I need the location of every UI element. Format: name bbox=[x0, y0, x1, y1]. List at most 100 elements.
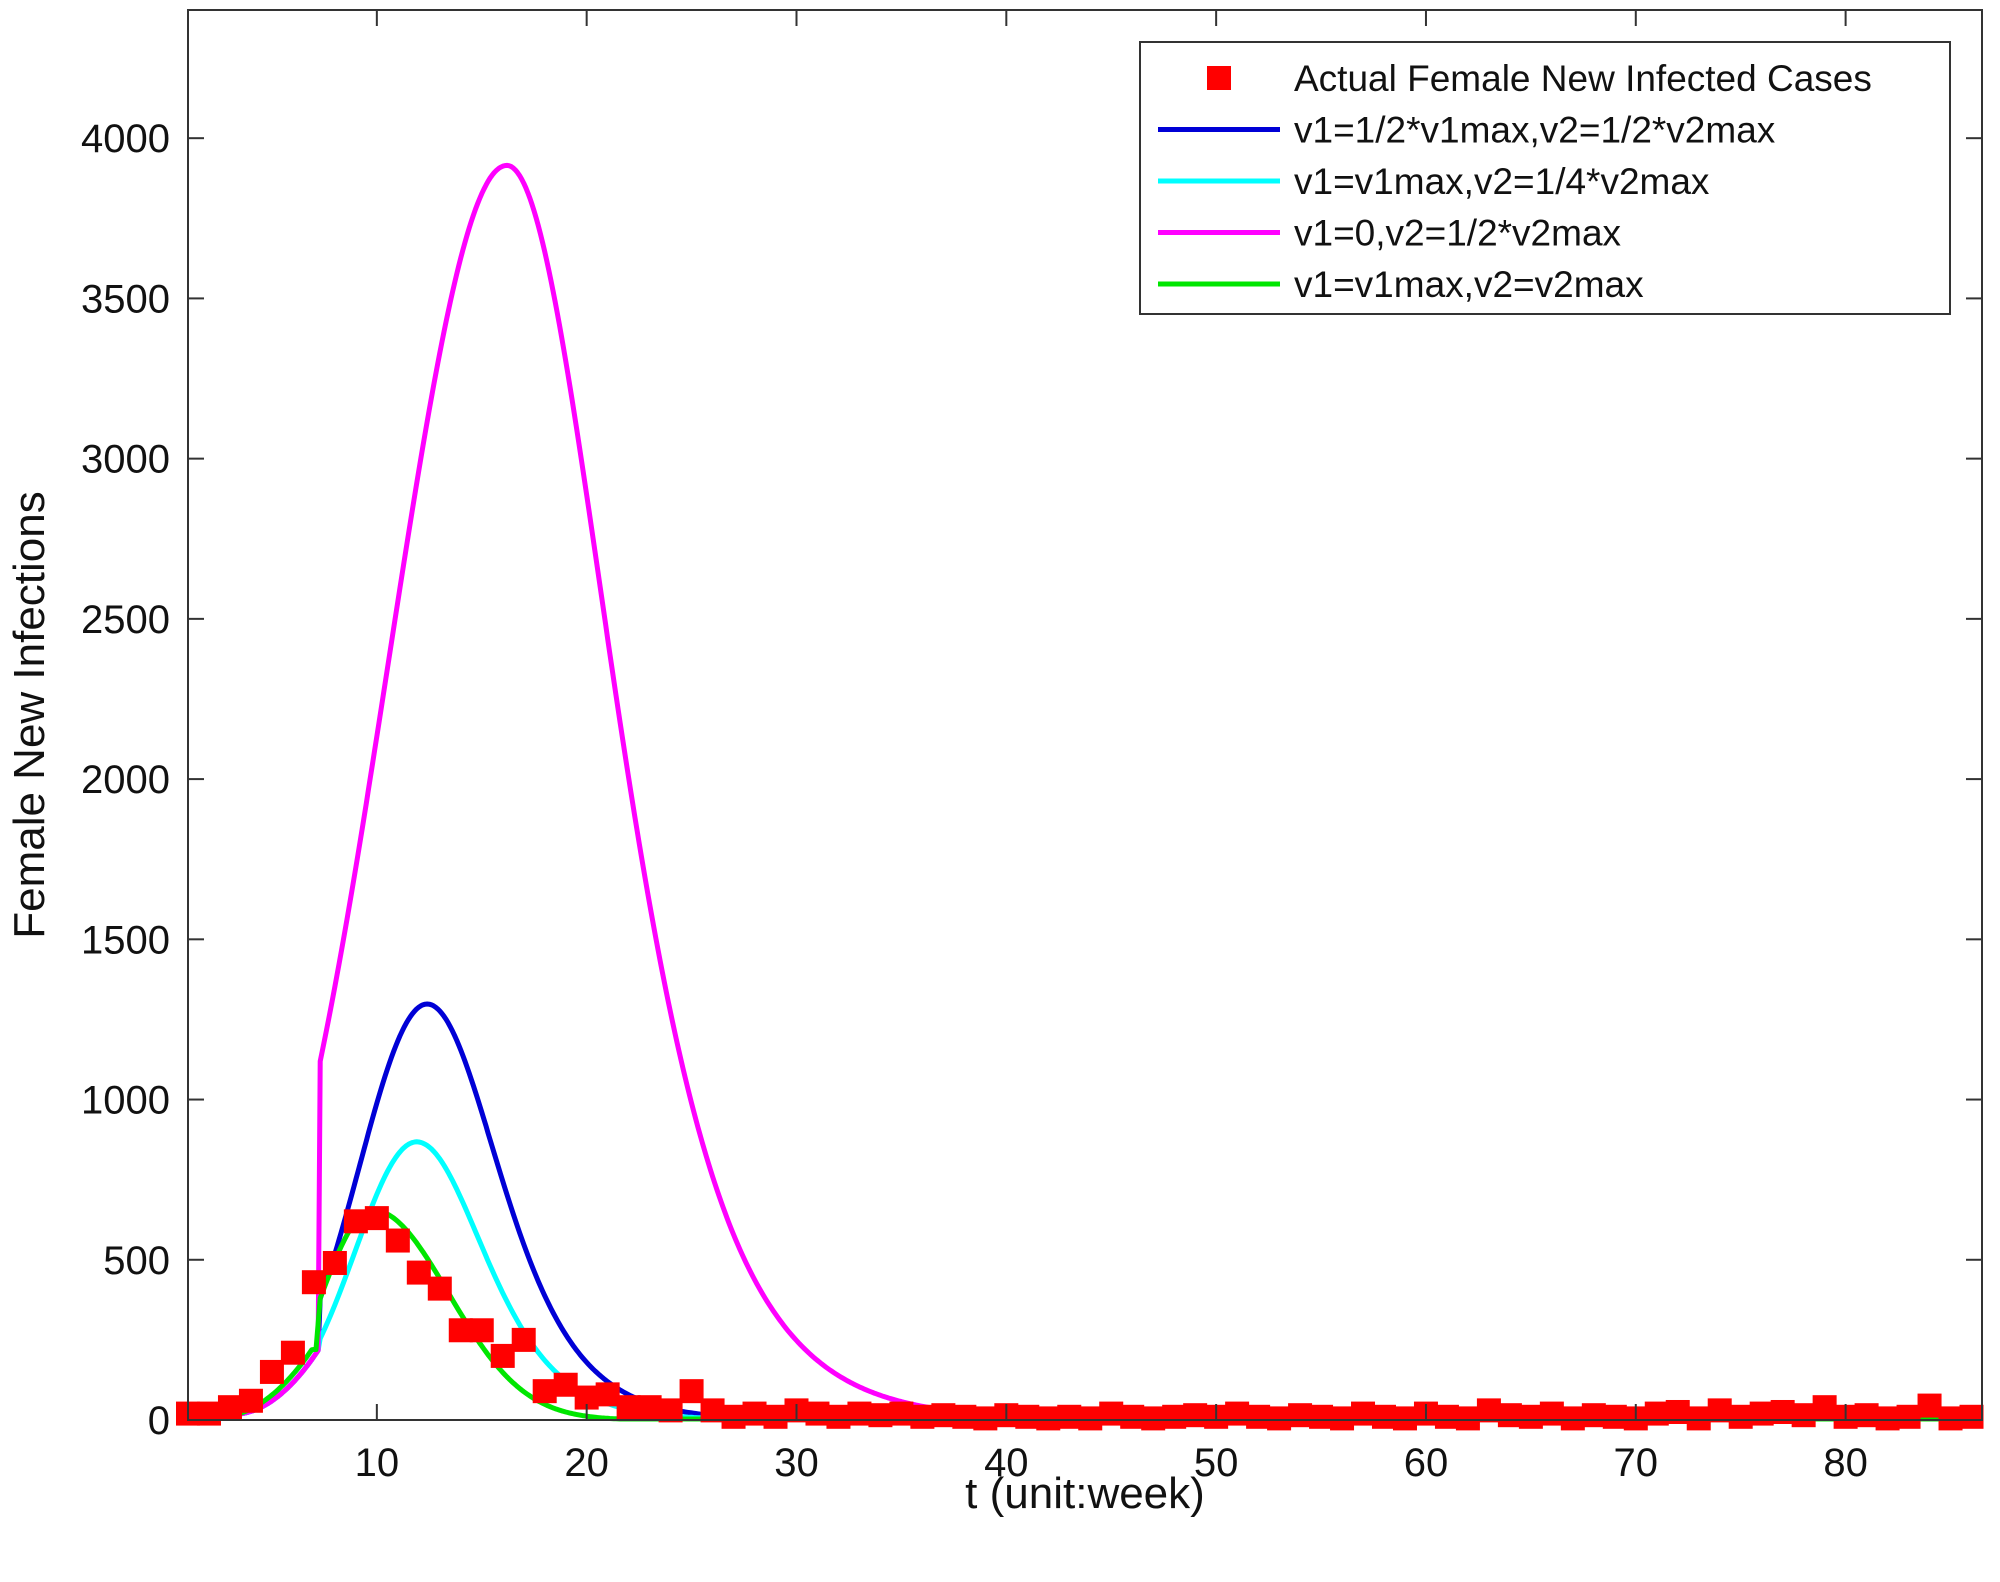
legend-label: v1=v1max,v2=v2max bbox=[1294, 264, 1644, 305]
actual-data-marker bbox=[721, 1404, 746, 1429]
actual-data-marker bbox=[1938, 1406, 1963, 1431]
actual-data-marker bbox=[301, 1270, 326, 1295]
actual-data-marker bbox=[1749, 1401, 1774, 1426]
actual-data-marker bbox=[973, 1406, 998, 1431]
y-tick-label: 500 bbox=[103, 1239, 170, 1283]
x-tick-label: 60 bbox=[1404, 1441, 1449, 1485]
y-tick-label: 3000 bbox=[81, 438, 170, 482]
actual-data-marker bbox=[217, 1395, 242, 1420]
x-tick-label: 80 bbox=[1823, 1441, 1868, 1485]
actual-data-marker bbox=[805, 1401, 830, 1426]
y-tick-label: 2000 bbox=[81, 758, 170, 802]
actual-data-marker bbox=[616, 1395, 641, 1420]
actual-data-marker bbox=[1602, 1404, 1627, 1429]
actual-data-marker bbox=[1288, 1403, 1313, 1428]
actual-data-marker bbox=[595, 1382, 620, 1407]
actual-data-marker bbox=[910, 1404, 935, 1429]
actual-data-marker bbox=[1917, 1393, 1942, 1418]
actual-data-marker bbox=[952, 1404, 977, 1429]
actual-data-marker bbox=[1959, 1404, 1984, 1429]
actual-data-marker bbox=[532, 1379, 557, 1404]
actual-data-marker bbox=[469, 1318, 494, 1343]
actual-data-marker bbox=[1854, 1403, 1879, 1428]
actual-data-marker bbox=[931, 1403, 956, 1428]
actual-data-marker bbox=[1372, 1404, 1396, 1429]
actual-data-marker bbox=[700, 1398, 725, 1423]
y-tick-label: 3500 bbox=[81, 277, 170, 321]
x-tick-label: 20 bbox=[564, 1441, 609, 1485]
actual-data-marker bbox=[196, 1401, 221, 1426]
y-axis-label: Female New Infections bbox=[5, 491, 54, 939]
x-tick-label: 50 bbox=[1194, 1441, 1239, 1485]
actual-data-marker bbox=[1183, 1403, 1208, 1428]
actual-data-marker bbox=[1036, 1406, 1061, 1431]
x-tick-label: 40 bbox=[984, 1441, 1029, 1485]
legend-label: Actual Female New Infected Cases bbox=[1294, 58, 1872, 99]
actual-data-marker bbox=[1120, 1404, 1145, 1429]
actual-data-marker bbox=[658, 1398, 683, 1423]
x-tick-label: 30 bbox=[774, 1441, 819, 1485]
y-tick-label: 0 bbox=[148, 1399, 170, 1443]
actual-data-marker bbox=[448, 1318, 473, 1343]
actual-data-marker bbox=[406, 1260, 431, 1285]
actual-data-marker bbox=[1330, 1406, 1355, 1431]
actual-data-marker bbox=[1267, 1406, 1292, 1431]
legend-label: v1=1/2*v1max,v2=1/2*v2max bbox=[1294, 110, 1776, 151]
actual-data-marker bbox=[742, 1401, 767, 1426]
actual-data-marker bbox=[1875, 1406, 1900, 1431]
actual-data-marker bbox=[1225, 1401, 1250, 1426]
actual-data-marker bbox=[1791, 1403, 1816, 1428]
actual-data-marker bbox=[364, 1206, 389, 1231]
actual-data-marker bbox=[490, 1343, 515, 1368]
actual-data-marker bbox=[280, 1340, 305, 1365]
actual-data-marker bbox=[889, 1401, 914, 1426]
actual-data-marker bbox=[868, 1403, 893, 1428]
actual-data-marker bbox=[1581, 1403, 1606, 1428]
y-tick-label: 1000 bbox=[81, 1079, 170, 1123]
actual-data-marker bbox=[1518, 1404, 1543, 1429]
actual-data-marker bbox=[1497, 1403, 1522, 1428]
actual-data-marker bbox=[238, 1388, 263, 1413]
actual-data-marker bbox=[1812, 1395, 1837, 1420]
actual-data-marker bbox=[1434, 1404, 1459, 1429]
actual-data-marker bbox=[1309, 1404, 1334, 1429]
legend-box bbox=[1139, 41, 1951, 315]
actual-data-marker bbox=[1099, 1401, 1124, 1426]
actual-data-marker bbox=[553, 1372, 578, 1397]
actual-data-marker bbox=[637, 1395, 662, 1420]
plot-frame bbox=[187, 9, 1983, 1421]
actual-data-marker bbox=[1057, 1404, 1082, 1429]
actual-data-marker bbox=[1896, 1404, 1921, 1429]
actual-data-marker bbox=[847, 1401, 872, 1426]
actual-data-marker bbox=[1539, 1401, 1564, 1426]
actual-data-marker bbox=[763, 1404, 788, 1429]
y-tick-label: 4000 bbox=[81, 117, 170, 161]
actual-data-marker bbox=[1476, 1398, 1501, 1423]
x-axis-label: t (unit:week) bbox=[965, 1469, 1205, 1518]
actual-data-marker bbox=[1141, 1406, 1166, 1431]
actual-data-marker bbox=[1015, 1404, 1040, 1429]
actual-data-marker bbox=[343, 1209, 368, 1234]
actual-data-marker bbox=[826, 1404, 851, 1429]
actual-data-marker bbox=[511, 1327, 536, 1352]
y-tick-label: 2500 bbox=[81, 598, 170, 642]
actual-data-marker bbox=[322, 1250, 347, 1275]
actual-data-marker bbox=[1351, 1401, 1376, 1426]
actual-data-marker bbox=[1560, 1406, 1585, 1431]
actual-data-marker bbox=[1162, 1404, 1187, 1429]
actual-data-marker bbox=[427, 1276, 452, 1301]
legend-label: v1=0,v2=1/2*v2max bbox=[1294, 213, 1622, 254]
actual-data-marker bbox=[1686, 1406, 1711, 1431]
legend-label: v1=v1max,v2=1/4*v2max bbox=[1294, 161, 1710, 202]
actual-data-marker bbox=[1455, 1406, 1480, 1431]
actual-data-marker bbox=[1707, 1398, 1732, 1423]
x-tick-label: 10 bbox=[355, 1441, 400, 1485]
plot-axes: 10 20 30 40 50 60 70 80 0 500 1000 1500 2000 2500 3000… bbox=[81, 9, 1983, 1485]
actual-data-marker bbox=[1644, 1401, 1669, 1426]
actual-data-marker bbox=[259, 1359, 284, 1384]
actual-data-marker bbox=[1392, 1406, 1417, 1431]
actual-data-marker bbox=[679, 1379, 704, 1404]
legend-marker-actual bbox=[1207, 66, 1231, 90]
actual-data-marker bbox=[1078, 1406, 1103, 1431]
